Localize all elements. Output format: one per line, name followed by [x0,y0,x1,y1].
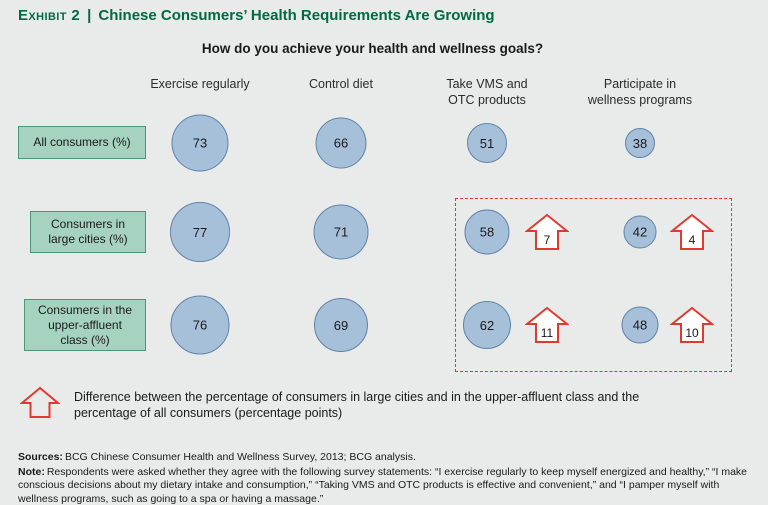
diff-arrow-affluent-wellness: 10 [670,306,714,344]
note-line: Note: Respondents were asked whether they… [18,466,754,505]
bubble-all-exercise: 73 [171,114,229,172]
difference-value: 7 [543,233,551,247]
bubble-cities-vms: 58 [464,209,510,255]
up-arrow-icon [20,386,60,418]
diff-arrow-cities-wellness: 4 [670,213,714,251]
row-label-upper-affluent: Consumers in the upper-affluent class (%… [24,299,146,351]
note-label: Note: [18,465,45,478]
row-label-large-cities: Consumers in large cities (%) [30,211,146,253]
column-header-vms-otc: Take VMS and OTC products [446,77,528,108]
chart-question: How do you achieve your health and welln… [201,41,544,56]
bubble-affluent-vms: 62 [463,301,511,349]
footnotes: Sources: BCG Chinese Consumer Health and … [18,451,754,505]
up-arrow-icon [670,306,714,343]
sources-line: Sources: BCG Chinese Consumer Health and … [18,451,754,465]
bubble-all-vms: 51 [467,123,507,163]
column-header-wellness: Participate in wellness programs [587,77,693,108]
exhibit-header: Exhibit 2 | Chinese Consumers’ Health Requ… [18,7,495,24]
sources-text: BCG Chinese Consumer Health and Wellness… [64,451,416,463]
diff-arrow-cities-vms: 7 [525,213,569,251]
column-header-diet: Control diet [309,77,373,91]
bubble-cities-exercise: 77 [170,202,230,262]
row-label-all-consumers: All consumers (%) [18,126,146,159]
bubble-cities-diet: 71 [313,204,369,260]
difference-value: 11 [540,326,554,340]
header-separator: | [87,7,92,24]
legend: Difference between the percentage of con… [20,386,649,422]
up-arrow-icon [525,306,569,343]
difference-value: 4 [688,233,696,247]
bubble-affluent-diet: 69 [314,298,368,352]
note-text: Respondents were asked whether they agre… [18,465,748,505]
sources-label: Sources: [18,451,63,463]
up-arrow-icon [525,213,569,250]
highlight-dashed-box [455,198,732,372]
bubble-cities-wellness: 42 [623,215,657,249]
exhibit-title: Chinese Consumers’ Health Requirements A… [98,7,495,24]
bubble-all-wellness: 38 [625,128,655,158]
column-header-exercise: Exercise regularly [150,77,250,91]
bubble-all-diet: 66 [315,117,367,169]
legend-text: Difference between the percentage of con… [74,390,640,421]
difference-value: 10 [685,326,699,340]
up-arrow-icon [670,213,714,250]
exhibit-label: Exhibit 2 [18,7,81,24]
diff-arrow-affluent-vms: 11 [525,306,569,344]
bubble-affluent-wellness: 48 [621,306,659,344]
bubble-affluent-exercise: 76 [170,295,230,355]
